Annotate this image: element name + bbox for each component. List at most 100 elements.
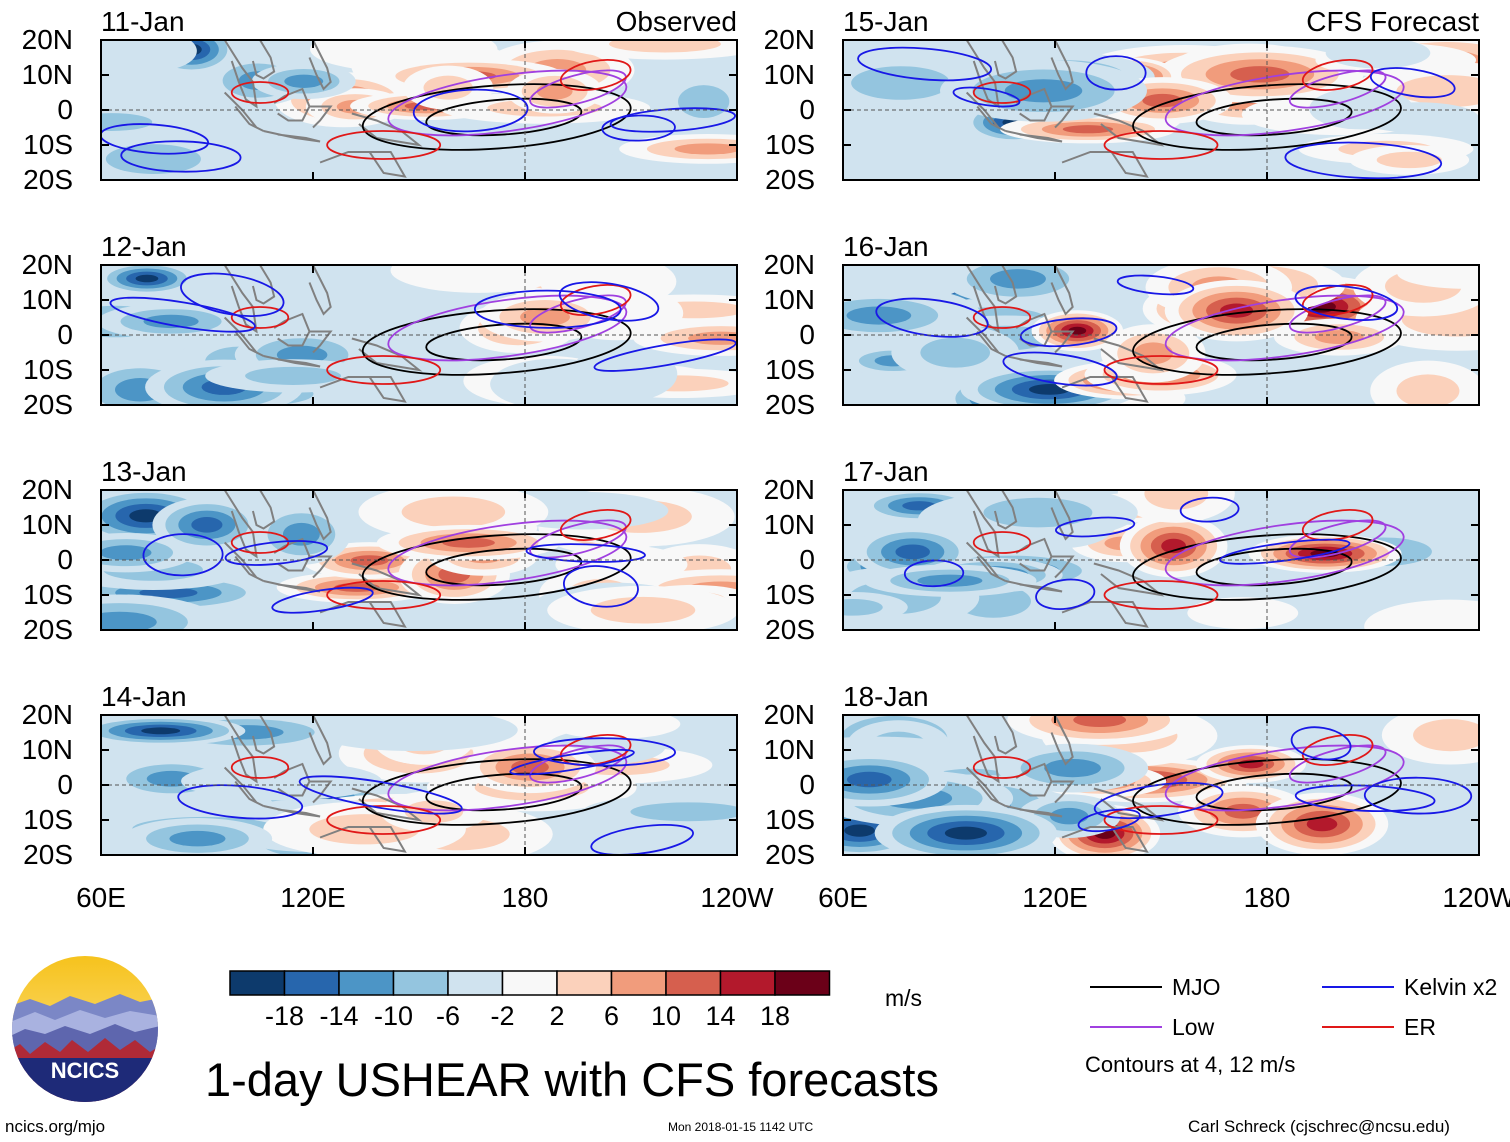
kelvin-contour — [1019, 317, 1118, 348]
y-tick-label: 10N — [22, 284, 73, 315]
coastlines — [965, 40, 1165, 178]
kelvin-contour — [590, 823, 694, 855]
kelvin-contour — [1294, 784, 1436, 813]
shear-cell — [191, 517, 223, 533]
panel-17-Jan: 20N 10N 0 10S 20S 17-Jan — [764, 456, 1480, 645]
kelvin-contour — [525, 543, 646, 563]
panel-date-label: 16-Jan — [843, 231, 929, 262]
shear-field — [101, 40, 737, 180]
kelvin-contour — [593, 338, 737, 372]
low-contour — [1288, 519, 1387, 559]
panel-date-label: 13-Jan — [101, 456, 187, 487]
er-contour — [1103, 805, 1219, 835]
coastline — [319, 151, 407, 178]
shear-cell — [1396, 75, 1479, 108]
shear-cell — [390, 265, 567, 293]
er-contour — [1103, 355, 1219, 385]
coastline — [309, 555, 333, 579]
colorbar-label: 18 — [760, 1001, 790, 1031]
shear-cell — [1187, 597, 1299, 629]
shear-cell — [1049, 807, 1089, 825]
y-tick-label: 0 — [57, 319, 73, 350]
coastlines — [223, 265, 423, 403]
coastline — [1005, 805, 1063, 818]
er-contour — [972, 756, 1032, 779]
low-contour — [1164, 294, 1405, 362]
y-tick-label: 10N — [22, 509, 73, 540]
coastline — [993, 490, 1018, 530]
coastline — [1050, 715, 1074, 766]
shear-cell — [102, 40, 197, 72]
contour-legend: MJO Kelvin x2 Low ER — [1090, 974, 1497, 1040]
panel-date-label: 15-Jan — [843, 6, 929, 37]
shear-cell — [1364, 599, 1479, 630]
shear-cell — [1224, 803, 1262, 819]
shear-cell — [920, 337, 991, 368]
kelvin-contour — [271, 586, 374, 614]
shear-cell — [1396, 374, 1460, 405]
wave-contours — [109, 272, 737, 385]
y-tick-label: 10S — [23, 579, 73, 610]
coastline — [1061, 151, 1149, 178]
kelvin-contour — [120, 140, 242, 173]
y-tick-label: 10S — [23, 804, 73, 835]
shear-cell — [181, 761, 382, 801]
mjo-contour — [1195, 772, 1353, 812]
coastline — [1061, 376, 1149, 403]
y-tick-label: 0 — [57, 769, 73, 800]
coastlines — [223, 490, 423, 628]
coastline — [223, 766, 264, 807]
er-contour — [1103, 580, 1219, 610]
shear-cell — [917, 574, 983, 587]
er-contour — [230, 531, 290, 554]
colorbar-swatch — [719, 970, 776, 996]
coastline — [309, 330, 333, 354]
y-tick-label: 20S — [765, 614, 815, 645]
coastline — [1051, 105, 1075, 129]
y-tick-label: 10N — [764, 734, 815, 765]
shear-cell — [983, 497, 1093, 528]
shear-cell — [674, 143, 737, 155]
y-tick-label: 10N — [22, 734, 73, 765]
kelvin-contour — [558, 281, 660, 322]
mjo-contour — [1132, 533, 1402, 601]
y-tick-label: 0 — [799, 94, 815, 125]
mjo-contour — [1132, 758, 1402, 826]
colorbar-swatch — [774, 970, 831, 996]
panel-date-label: 14-Jan — [101, 681, 187, 712]
shear-cell — [101, 545, 152, 561]
coastline — [263, 355, 321, 368]
coastline — [263, 130, 321, 143]
mjo-contour — [361, 758, 632, 826]
colorbar-label: 10 — [651, 1001, 681, 1031]
shear-cell — [1062, 125, 1114, 134]
coastline — [251, 715, 276, 755]
low-contour — [529, 744, 627, 784]
colorbar-swatch — [338, 970, 395, 996]
y-tick-label: 20S — [765, 839, 815, 870]
low-contour — [387, 69, 628, 137]
panel-date-label: 12-Jan — [101, 231, 187, 262]
mjo-contour — [361, 533, 632, 601]
contour-note: Contours at 4, 12 m/s — [1085, 1052, 1296, 1077]
panel-source-label: CFS Forecast — [1306, 6, 1479, 37]
shear-cell — [1073, 715, 1127, 728]
shear-cell — [1144, 490, 1209, 510]
er-contour — [230, 306, 290, 329]
coastline — [1093, 112, 1165, 147]
y-tick-label: 20S — [23, 389, 73, 420]
coastline — [263, 580, 321, 593]
kelvin-contour — [101, 123, 210, 155]
legend-label: Kelvin x2 — [1404, 974, 1497, 1000]
shear-cell — [135, 274, 159, 283]
shear-cell — [1325, 40, 1431, 69]
coastline — [1093, 337, 1165, 372]
shear-cell — [1339, 490, 1479, 525]
panel-source-label: Observed — [616, 6, 737, 37]
colorbar-swatch — [283, 970, 340, 996]
y-tick-label: 10N — [22, 59, 73, 90]
panel-15-Jan: 20N 10N 0 10S 20S 15-Jan CFS Forecast — [764, 6, 1480, 195]
low-contour — [1164, 519, 1405, 587]
kelvin-contour — [180, 272, 285, 317]
